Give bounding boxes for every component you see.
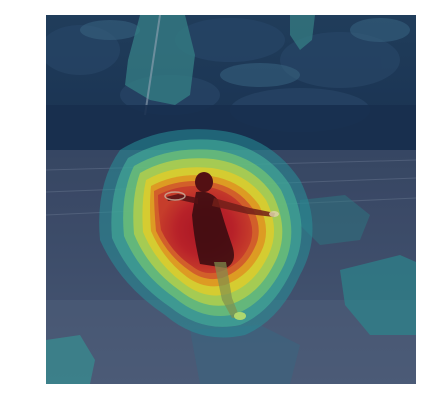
shoe — [234, 312, 246, 320]
person-head — [195, 172, 213, 192]
person-body — [192, 191, 234, 268]
tint-overlay — [46, 15, 416, 384]
teal-patch-mid-right — [300, 195, 370, 245]
person-arm-right — [212, 198, 275, 217]
hand-right — [269, 211, 279, 217]
photo-area — [46, 15, 416, 384]
teal-patch-top — [125, 15, 195, 105]
teal-patch-right — [340, 255, 416, 335]
pole — [144, 15, 161, 116]
teal-patch-top-right — [290, 15, 315, 50]
teal-patch-bottom-left — [46, 335, 95, 384]
frisbee — [164, 191, 186, 201]
teal-patch-bottom-mid — [190, 325, 300, 384]
person — [164, 172, 279, 320]
person-legs — [214, 262, 240, 318]
tree-highlights — [80, 18, 410, 87]
